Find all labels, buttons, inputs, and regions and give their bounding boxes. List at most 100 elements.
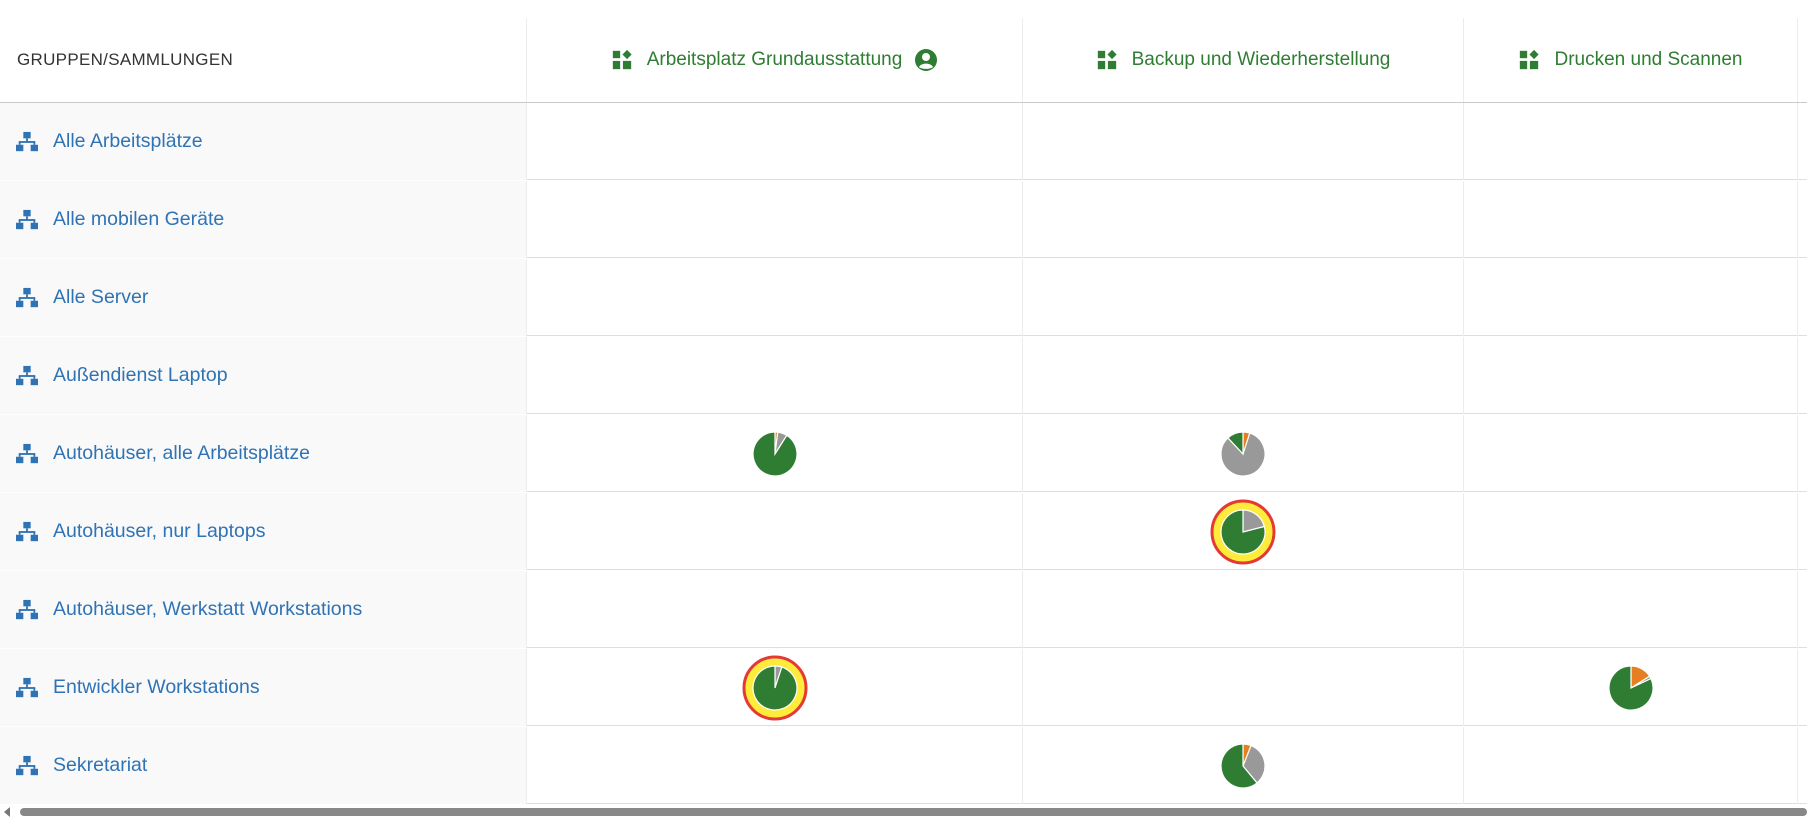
group-link[interactable]: Autohäuser, alle Arbeitsplätze: [53, 442, 310, 464]
widgets-icon: [1520, 49, 1540, 70]
table-row: Autohäuser, alle Arbeitsplätze: [0, 415, 1807, 492]
widgets-icon: [1097, 49, 1117, 70]
group-cell[interactable]: Entwickler Workstations: [0, 649, 526, 726]
group-cell[interactable]: Autohäuser, nur Laptops: [0, 493, 526, 570]
table-row: Sekretariat: [0, 727, 1807, 804]
network-icon: [16, 443, 38, 463]
network-icon: [16, 677, 38, 697]
group-cell[interactable]: Außendienst Laptop: [0, 337, 526, 414]
scrollbar-thumb[interactable]: [20, 808, 1807, 816]
column-divider: [1797, 103, 1807, 180]
table-row: Autohäuser, nur Laptops: [0, 493, 1807, 570]
column-divider: [1797, 727, 1807, 804]
group-link[interactable]: Autohäuser, nur Laptops: [53, 520, 266, 542]
column-divider: [1797, 649, 1807, 726]
column-header-backup-und-wiederherstellung[interactable]: Backup und Wiederherstellung: [1022, 18, 1463, 102]
group-link[interactable]: Alle Server: [53, 286, 149, 308]
status-cell: [1022, 337, 1463, 414]
pie-slice-green: [1227, 430, 1244, 456]
status-cell: [526, 103, 1022, 180]
network-icon: [16, 521, 38, 541]
status-cell: [526, 727, 1022, 804]
group-link[interactable]: Alle mobilen Geräte: [53, 208, 225, 230]
group-link[interactable]: Alle Arbeitsplätze: [53, 130, 203, 152]
status-cell: [1022, 259, 1463, 336]
group-cell[interactable]: Sekretariat: [0, 727, 526, 804]
column-label: Backup und Wiederherstellung: [1131, 49, 1391, 70]
status-cell: [1022, 571, 1463, 648]
group-link[interactable]: Sekretariat: [53, 754, 148, 776]
status-cell: [1463, 259, 1797, 336]
group-cell[interactable]: Autohäuser, alle Arbeitsplätze: [0, 415, 526, 492]
column-divider: [1797, 493, 1807, 570]
table-row: Autohäuser, Werkstatt Workstations: [0, 571, 1807, 648]
status-cell: [1022, 649, 1463, 726]
column-header-arbeitsplatz-grundausstattung[interactable]: Arbeitsplatz Grundausstattung: [526, 18, 1022, 102]
status-cell[interactable]: [1463, 649, 1797, 726]
column-label: Arbeitsplatz Grundausstattung: [646, 49, 903, 70]
status-cell: [526, 493, 1022, 570]
column-divider: [1797, 18, 1807, 102]
scroll-left-arrow-icon[interactable]: [4, 807, 10, 817]
status-pie-chart[interactable]: [1598, 655, 1664, 721]
status-cell: [1463, 181, 1797, 258]
table-row: Alle mobilen Geräte: [0, 181, 1807, 258]
pie-slice-green: [1220, 742, 1258, 789]
groups-collections-header: GRUPPEN/SAMMLUNGEN: [17, 50, 234, 69]
status-cell: [526, 181, 1022, 258]
status-pie-chart[interactable]: [742, 655, 808, 721]
status-cell[interactable]: [1022, 493, 1463, 570]
group-link[interactable]: Entwickler Workstations: [53, 676, 260, 698]
table-row: Alle Server: [0, 259, 1807, 336]
column-divider: [1797, 337, 1807, 414]
group-cell[interactable]: Autohäuser, Werkstatt Workstations: [0, 571, 526, 648]
status-cell: [1463, 103, 1797, 180]
column-divider: [1797, 415, 1807, 492]
status-cell: [526, 259, 1022, 336]
status-cell: [1463, 571, 1797, 648]
status-pie-chart[interactable]: [1210, 733, 1276, 799]
user-circle-icon: [915, 49, 938, 71]
network-icon: [16, 209, 38, 229]
group-link[interactable]: Außendienst Laptop: [53, 364, 228, 386]
network-icon: [16, 599, 38, 619]
status-pie-chart[interactable]: [1210, 499, 1276, 565]
status-cell: [526, 337, 1022, 414]
status-pie-chart[interactable]: [742, 421, 808, 487]
status-cell[interactable]: [526, 415, 1022, 492]
group-cell[interactable]: Alle mobilen Geräte: [0, 181, 526, 258]
status-cell: [1463, 727, 1797, 804]
status-cell[interactable]: [1022, 727, 1463, 804]
pie-slice-green: [1607, 664, 1654, 711]
status-cell: [1463, 415, 1797, 492]
status-pie-chart[interactable]: [1210, 421, 1276, 487]
status-cell[interactable]: [526, 649, 1022, 726]
column-header-drucken-und-scannen[interactable]: Drucken und Scannen: [1463, 18, 1797, 102]
status-cell: [1022, 181, 1463, 258]
table-header: GRUPPEN/SAMMLUNGEN Arbeitsplatz Grundaus…: [0, 18, 1807, 103]
column-divider: [1797, 259, 1807, 336]
status-cell[interactable]: [1022, 415, 1463, 492]
network-icon: [16, 755, 38, 775]
group-link[interactable]: Autohäuser, Werkstatt Workstations: [53, 598, 363, 620]
pie-slice-green: [751, 430, 798, 477]
network-icon: [16, 287, 38, 307]
horizontal-scrollbar[interactable]: [0, 806, 1807, 818]
network-icon: [16, 131, 38, 151]
table-row: Entwickler Workstations: [0, 649, 1807, 726]
status-cell: [1463, 493, 1797, 570]
column-divider: [1797, 181, 1807, 258]
table-row: Alle Arbeitsplätze: [0, 103, 1807, 180]
status-cell: [1463, 337, 1797, 414]
group-cell[interactable]: Alle Server: [0, 259, 526, 336]
column-label: Drucken und Scannen: [1554, 49, 1743, 70]
pie-slice-gray: [1242, 744, 1266, 784]
status-cell: [526, 571, 1022, 648]
pie-slice-green: [751, 664, 798, 711]
network-icon: [16, 365, 38, 385]
status-cell: [1022, 103, 1463, 180]
group-cell[interactable]: Alle Arbeitsplätze: [0, 103, 526, 180]
pie-slice-green: [1220, 508, 1266, 555]
table-row: Außendienst Laptop: [0, 337, 1807, 414]
